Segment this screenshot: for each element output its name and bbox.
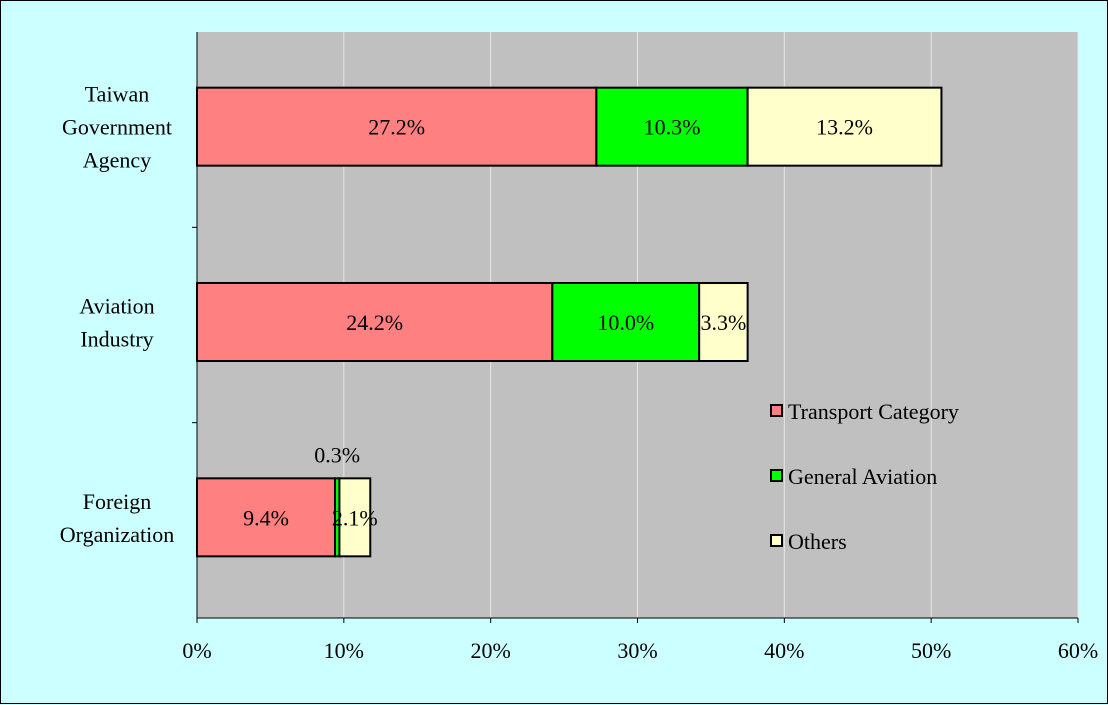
data-label: 3.3% [700, 310, 746, 335]
x-tick-label: 10% [324, 638, 364, 663]
category-label: Agency [83, 148, 151, 173]
bar-segment [746, 86, 943, 167]
data-label: 0.3% [314, 442, 360, 467]
legend-label: Transport Category [788, 399, 959, 424]
category-label: Industry [80, 327, 153, 352]
x-tick-label: 50% [911, 638, 951, 663]
category-label: Organization [60, 522, 174, 547]
data-label: 10.3% [644, 115, 701, 140]
category-label: Government [62, 115, 172, 140]
data-label: 2.1% [332, 505, 378, 530]
bar-segment [338, 477, 372, 558]
legend-swatch [770, 404, 783, 417]
data-label: 9.4% [243, 505, 289, 530]
data-label: 10.0% [597, 310, 654, 335]
legend-label: General Aviation [788, 464, 937, 489]
bar-segment [595, 86, 749, 167]
bar-segment [698, 282, 749, 362]
category-label: Foreign [83, 489, 151, 514]
data-label: 24.2% [346, 310, 403, 335]
category-label: Aviation [79, 294, 154, 319]
x-tick-label: 0% [182, 638, 211, 663]
legend-swatch [770, 534, 783, 547]
category-label: Taiwan [85, 82, 149, 107]
x-tick-label: 40% [764, 638, 804, 663]
data-label: 27.2% [368, 115, 425, 140]
data-label: 13.2% [816, 115, 873, 140]
x-tick-label: 30% [617, 638, 657, 663]
x-tick-label: 20% [471, 638, 511, 663]
legend-label: Others [788, 529, 847, 554]
legend-swatch [770, 469, 783, 482]
bar-segment [196, 86, 598, 167]
x-tick-label: 60% [1058, 638, 1098, 663]
